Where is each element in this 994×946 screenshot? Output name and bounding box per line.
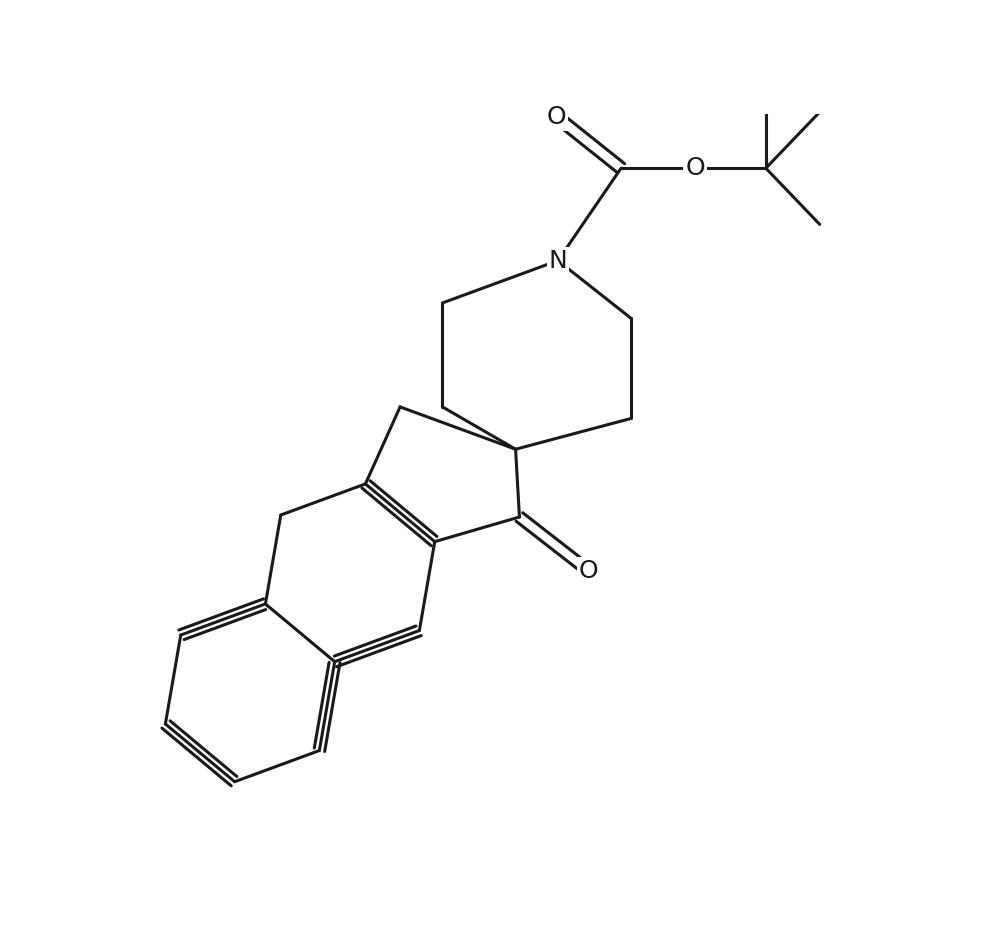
Text: O: O bbox=[579, 559, 598, 583]
Text: O: O bbox=[547, 105, 567, 129]
Text: N: N bbox=[549, 249, 568, 272]
Text: O: O bbox=[685, 156, 705, 180]
